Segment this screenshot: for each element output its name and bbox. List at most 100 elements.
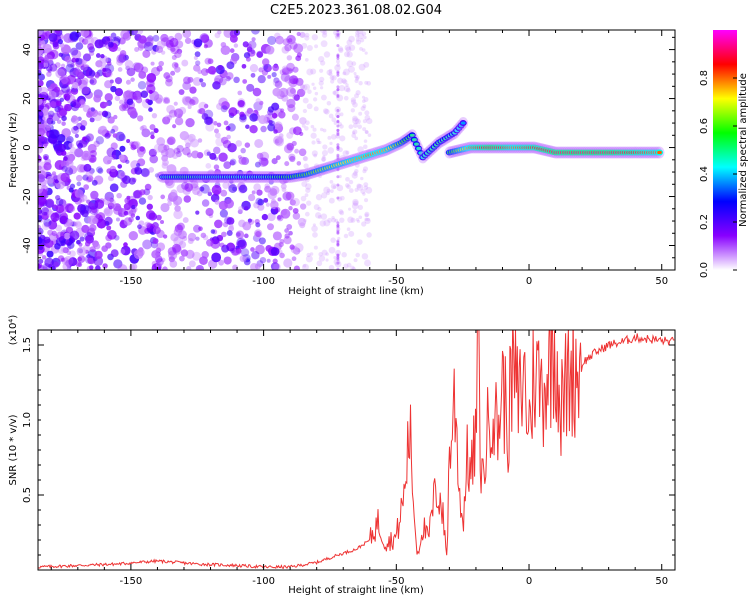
heatmap-cell [245, 56, 251, 62]
heatmap-cell [345, 83, 349, 87]
heatmap-cell [329, 141, 333, 145]
heatmap-cell [183, 76, 191, 85]
heatmap-cell [284, 228, 289, 234]
heatmap-cell [251, 190, 256, 195]
heatmap-cell [350, 265, 355, 270]
heatmap-cell [97, 125, 107, 136]
x-tick-label: -100 [252, 576, 275, 587]
heatmap-cell [141, 128, 151, 138]
heatmap-cell [336, 157, 340, 161]
heatmap-cell [66, 94, 76, 104]
heatmap-cell [94, 265, 102, 270]
heatmap-cell [109, 183, 119, 192]
heatmap-cell [336, 147, 340, 151]
heatmap-cell [176, 144, 184, 153]
heatmap-cell [75, 57, 80, 63]
heatmap-cell [313, 204, 320, 211]
heatmap-cell [94, 250, 103, 259]
heatmap-cell [351, 172, 358, 179]
heatmap-cell [90, 109, 99, 118]
heatmap-cell [336, 88, 340, 92]
heatmap-cell [346, 262, 352, 268]
heatmap-cell [299, 222, 306, 229]
heatmap-cell [38, 80, 44, 87]
heatmap-cell [272, 258, 278, 264]
heatmap-cell [79, 98, 86, 105]
heatmap-cell [321, 249, 328, 256]
heatmap-cell [274, 206, 281, 213]
snr-x-label: Height of straight line (km) [288, 585, 424, 596]
heatmap-cell [312, 223, 316, 227]
heatmap-cell [343, 263, 349, 269]
heatmap-cell [237, 90, 243, 96]
heatmap-cell [351, 131, 356, 135]
heatmap-cell [364, 217, 371, 225]
heatmap-cell [296, 88, 306, 98]
heatmap-cell [326, 100, 332, 106]
heatmap-cell [298, 148, 307, 157]
heatmap-cell [247, 218, 253, 223]
heatmap-cell [167, 201, 172, 207]
heatmap-cell [169, 37, 179, 48]
heatmap-cell [314, 44, 319, 49]
heatmap-cell [219, 242, 225, 248]
heatmap-cell [55, 198, 64, 206]
heatmap-cell [266, 258, 271, 263]
heatmap-cell [75, 58, 83, 65]
heatmap-cell [79, 197, 85, 203]
heatmap-cell [46, 71, 52, 77]
y-tick-label: 20 [22, 92, 33, 105]
heatmap-cell [167, 250, 178, 260]
x-tick-label: -50 [388, 276, 404, 287]
colorbar-label: Normalized spectral amplitude [738, 73, 749, 227]
heatmap-cell [319, 30, 327, 34]
heatmap-cell [355, 75, 360, 80]
heatmap-cell [107, 229, 117, 240]
heatmap-cell [89, 77, 97, 86]
heatmap-cell [118, 99, 124, 105]
heatmap-cell [95, 60, 103, 68]
heatmap-cell [41, 266, 48, 270]
heatmap-cell [256, 189, 263, 196]
heatmap-cell [348, 65, 355, 73]
heatmap-cell [233, 43, 239, 48]
heatmap-cell [306, 200, 312, 206]
heatmap-cell [223, 256, 232, 265]
heatmap-cell [336, 109, 340, 113]
heatmap-cell [55, 194, 61, 201]
heatmap-cell [367, 133, 372, 137]
heatmap-cell [352, 123, 358, 129]
heatmap-cell [112, 133, 118, 138]
heatmap-cell [103, 101, 109, 107]
heatmap-cell [299, 203, 307, 210]
heatmap-cell [348, 124, 354, 130]
heatmap-cell [76, 181, 82, 187]
heatmap-cell [101, 36, 111, 45]
heatmap-cell [262, 64, 269, 70]
heatmap-cell [127, 106, 137, 117]
heatmap-cell [252, 87, 262, 97]
heatmap-cell [42, 43, 52, 54]
heatmap-cell [249, 113, 258, 122]
heatmap-cell [320, 94, 327, 101]
heatmap-cell [110, 32, 117, 39]
heatmap-cell [152, 34, 160, 42]
heatmap-cell [240, 147, 246, 154]
heatmap-cell [418, 151, 424, 155]
heatmap-cell [258, 237, 266, 245]
x-tick-label: -150 [120, 576, 143, 587]
snr-y-multiplier: (x10⁴) [8, 315, 19, 346]
heatmap-cell [114, 88, 124, 97]
heatmap-cell [97, 167, 104, 174]
heatmap-cell [261, 213, 269, 221]
heatmap-cell [246, 107, 253, 115]
heatmap-cell [38, 209, 43, 215]
heatmap-cell [361, 31, 367, 36]
heatmap-cell [304, 126, 309, 131]
heatmap-cell [46, 126, 51, 131]
heatmap-cell [324, 108, 330, 115]
heatmap-cell [43, 62, 49, 68]
heatmap-cell [302, 108, 308, 114]
heatmap-cell [55, 237, 66, 247]
heatmap-cell [86, 265, 93, 270]
